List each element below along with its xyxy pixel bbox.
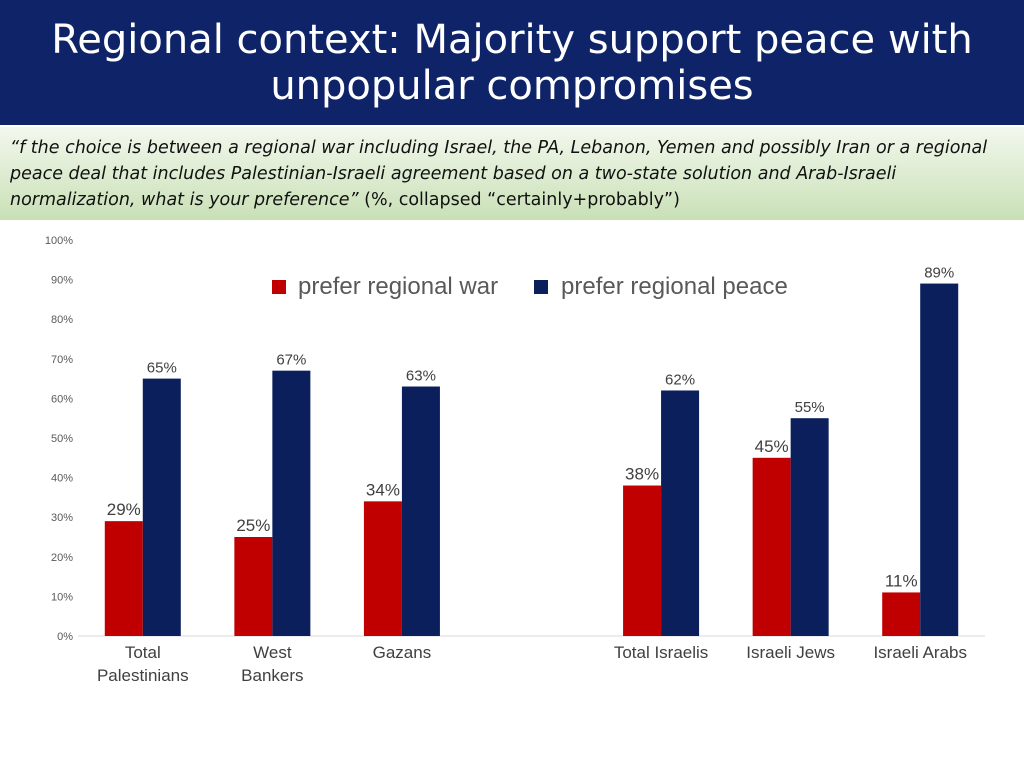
bar-war xyxy=(752,457,791,636)
data-label: 25% xyxy=(236,516,270,535)
y-tick-label: 80% xyxy=(51,314,73,326)
bar-peace xyxy=(920,283,959,636)
data-label: 63% xyxy=(406,368,436,385)
category-label: Israeli Jews xyxy=(746,643,835,662)
y-tick-label: 60% xyxy=(51,393,73,405)
data-label: 55% xyxy=(795,399,825,416)
bar-peace xyxy=(790,418,829,636)
category-label: Bankers xyxy=(241,666,303,685)
legend: prefer regional war prefer regional peace xyxy=(272,273,788,300)
data-label: 67% xyxy=(276,352,306,369)
data-label: 89% xyxy=(924,265,954,282)
bar-peace xyxy=(401,386,440,636)
bar-war xyxy=(623,485,662,636)
legend-label: prefer regional war xyxy=(298,273,498,300)
legend-swatch-peace xyxy=(534,280,548,294)
legend-label: prefer regional peace xyxy=(561,273,788,300)
question-text: “f the choice is between a regional war … xyxy=(10,135,1010,213)
bar-chart: 0% 10% 20% 30% 40% 50% 60% 70% 80% 90% 100% 29% 25%… xyxy=(45,235,985,685)
category-label: Total Israelis xyxy=(614,643,708,662)
question-band: “f the choice is between a regional war … xyxy=(0,127,1024,220)
data-label: 11% xyxy=(885,571,918,590)
y-tick-label: 0% xyxy=(57,631,73,643)
legend-swatch-war xyxy=(272,280,286,294)
data-label: 45% xyxy=(755,437,789,456)
data-label: 38% xyxy=(625,465,659,484)
slide-title: Regional context: Majority support peace… xyxy=(51,16,973,109)
y-tick-label: 10% xyxy=(51,591,73,603)
bar-war xyxy=(882,592,921,636)
title-band: Regional context: Majority support peace… xyxy=(0,0,1024,125)
y-tick-label: 40% xyxy=(51,473,73,485)
y-tick-label: 100% xyxy=(45,235,73,247)
category-label: Total xyxy=(125,643,161,662)
question-italic: “f the choice is between a regional war … xyxy=(10,138,988,210)
category-label: West xyxy=(253,643,292,662)
bar-war xyxy=(363,501,402,636)
data-label: 65% xyxy=(147,360,177,377)
x-axis-labels: Total Palestinians West Bankers Gazans Total … xyxy=(97,643,967,685)
y-tick-label: 90% xyxy=(51,275,73,287)
y-tick-label: 30% xyxy=(51,512,73,524)
question-suffix: (%, collapsed “certainly+probably”) xyxy=(358,190,680,210)
data-label: 62% xyxy=(665,371,695,388)
y-tick-label: 70% xyxy=(51,354,73,366)
bar-war xyxy=(234,537,273,636)
category-label: Israeli Arabs xyxy=(873,643,967,662)
y-tick-label: 20% xyxy=(51,552,73,564)
bar-labels: 29% 25% 34% 38% 45% 11% 65% 67% 63% 62% 55% 89% xyxy=(107,265,954,591)
data-label: 34% xyxy=(366,480,400,499)
category-label: Gazans xyxy=(373,643,432,662)
bars xyxy=(104,283,959,636)
data-label: 29% xyxy=(107,500,141,519)
bar-peace xyxy=(142,378,181,636)
bar-peace xyxy=(272,370,311,636)
bar-war xyxy=(104,521,143,636)
category-label: Palestinians xyxy=(97,666,189,685)
y-axis: 0% 10% 20% 30% 40% 50% 60% 70% 80% 90% 100% xyxy=(45,235,73,643)
y-tick-label: 50% xyxy=(51,433,73,445)
bar-peace xyxy=(661,390,700,636)
